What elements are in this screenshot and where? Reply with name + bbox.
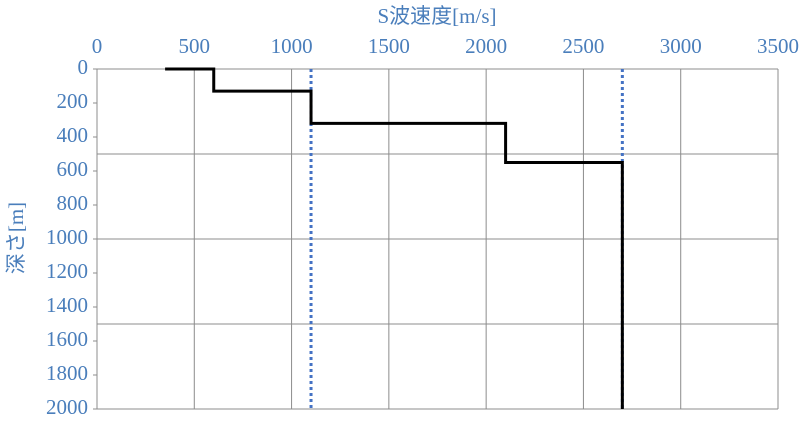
- x-tick-label: 1000: [271, 34, 313, 58]
- y-tick-label: 0: [78, 55, 89, 79]
- x-tick-label: 500: [179, 34, 211, 58]
- series-line: [165, 67, 624, 409]
- y-tick-label: 1800: [46, 361, 88, 385]
- x-tick-label: 3000: [660, 34, 702, 58]
- y-tick-label: 2000: [46, 395, 88, 419]
- y-tick-label: 200: [57, 89, 89, 113]
- x-axis-title: S波速度[m/s]: [377, 4, 496, 28]
- x-tick-label: 3500: [757, 34, 799, 58]
- y-tick-label: 400: [57, 123, 89, 147]
- y-tick-label: 800: [57, 191, 89, 215]
- y-tick-label: 600: [57, 157, 89, 181]
- x-tick-label: 2000: [465, 34, 507, 58]
- x-tick-label: 0: [92, 34, 103, 58]
- x-tick-label: 2500: [562, 34, 604, 58]
- y-tick-label: 1400: [46, 293, 88, 317]
- y-axis-title: 深さ[m]: [4, 202, 28, 274]
- y-tick-label: 1600: [46, 327, 88, 351]
- y-tick-label: 1200: [46, 259, 88, 283]
- x-tick-label: 1500: [368, 34, 410, 58]
- y-tick-label: 1000: [46, 225, 88, 249]
